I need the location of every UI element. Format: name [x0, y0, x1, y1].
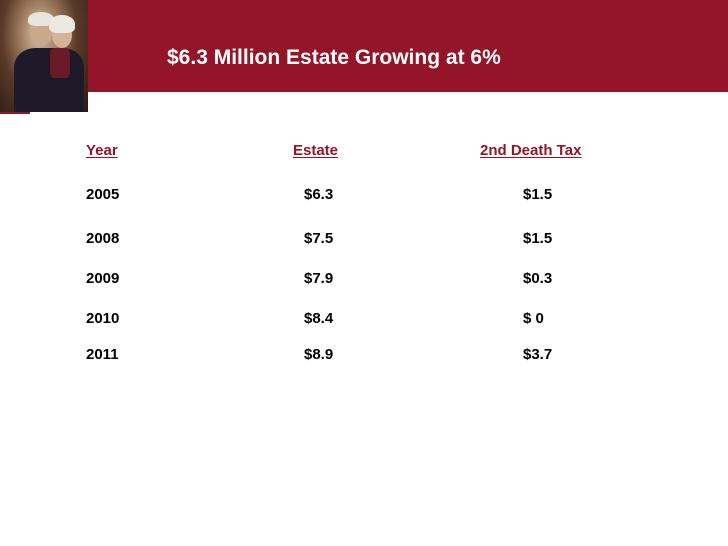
table-cell-estate: $7.9	[304, 270, 334, 287]
table-cell-year: 2011	[86, 346, 119, 363]
table-cell-year: 2010	[86, 310, 120, 327]
table-cell-estate: $6.3	[304, 186, 334, 203]
couple-photo	[0, 0, 88, 112]
photo-figure-body	[14, 48, 84, 112]
table-cell-year: 2005	[86, 186, 120, 203]
title-bar	[0, 0, 728, 92]
photo-figure-hair-woman	[49, 15, 75, 33]
table-cell-tax: $1.5	[523, 230, 553, 247]
header-2nd-death-tax: 2nd Death Tax	[480, 142, 582, 159]
table-cell-tax: $1.5	[523, 186, 553, 203]
table-cell-tax: $3.7	[523, 346, 553, 363]
photo-figure-hair-man	[28, 12, 54, 26]
table-cell-tax: $ 0	[523, 310, 544, 327]
table-cell-estate: $7.5	[304, 230, 334, 247]
photo-rule	[0, 112, 30, 114]
table-cell-estate: $8.9	[304, 346, 334, 363]
photo-figure-scarf	[50, 48, 70, 78]
slide-title: $6.3 Million Estate Growing at 6%	[167, 46, 501, 69]
table-cell-estate: $8.4	[304, 310, 334, 327]
table-cell-year: 2009	[86, 270, 120, 287]
header-estate: Estate	[293, 142, 339, 159]
header-year: Year	[86, 142, 118, 159]
table-cell-year: 2008	[86, 230, 120, 247]
table-cell-tax: $0.3	[523, 270, 553, 287]
